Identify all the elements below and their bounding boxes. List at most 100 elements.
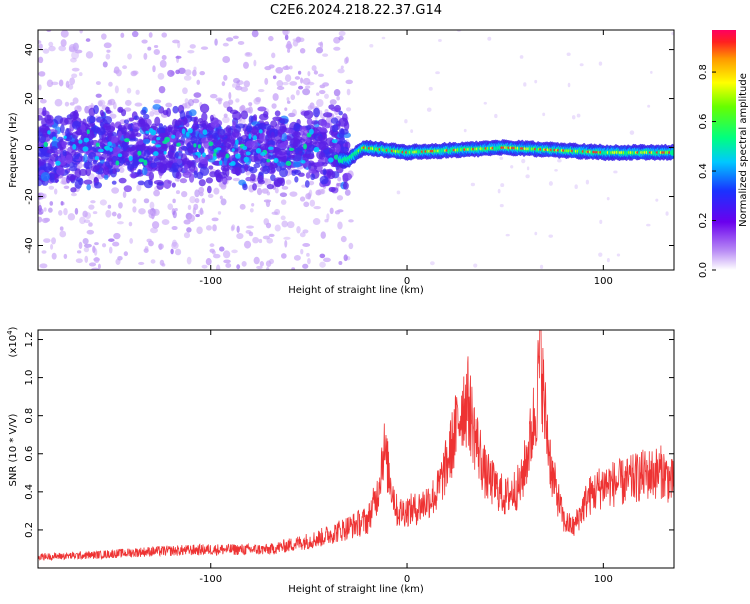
heatmap-cell <box>150 227 158 233</box>
heatmap-cell <box>225 263 231 268</box>
heatmap-cell <box>429 87 433 91</box>
heatmap-cell <box>66 81 70 88</box>
heatmap-cell <box>144 248 149 253</box>
heatmap-cell <box>43 238 51 243</box>
heatmap-cell <box>285 74 291 82</box>
heatmap-cell <box>500 183 504 187</box>
heatmap-cell <box>345 57 349 64</box>
snr-panel: -100 0 100 0.20.40.60.81.01.2 Height of st… <box>6 297 674 595</box>
heatmap-cell <box>154 117 160 127</box>
heatmap-cell <box>185 98 189 104</box>
heatmap-cell <box>330 208 334 215</box>
snr-scale-close: ) <box>8 326 19 330</box>
heatmap-cell <box>96 127 105 135</box>
colorbar-tick-label: 0.8 <box>698 64 709 80</box>
heatmap-cell <box>193 143 196 147</box>
heatmap-cell <box>61 201 64 206</box>
heatmap-cell <box>159 86 166 93</box>
heatmap-cell <box>335 210 340 214</box>
heatmap-cell <box>43 163 52 173</box>
heatmap-cell <box>107 141 112 146</box>
heatmap-cell <box>345 80 352 85</box>
colorbar-tick-label: 0.4 <box>698 163 709 179</box>
heatmap-cell <box>132 31 139 37</box>
heatmap-cell <box>145 131 149 134</box>
heatmap-cell <box>309 102 314 109</box>
heatmap-cell <box>246 140 255 148</box>
heatmap-cell <box>144 198 149 203</box>
spectrogram-xlabel: Height of straight line (km) <box>288 285 424 296</box>
heatmap-cell <box>164 151 167 155</box>
snr-frame <box>38 330 674 568</box>
heatmap-cell <box>270 132 274 140</box>
heatmap-cell <box>534 80 537 83</box>
heatmap-cell <box>233 178 240 181</box>
heatmap-cell <box>312 65 317 71</box>
heatmap-cell <box>210 94 218 98</box>
heatmap-cell <box>195 214 200 217</box>
heatmap-cell <box>72 144 76 150</box>
heatmap-cell <box>138 158 144 162</box>
heatmap-cell <box>172 226 178 230</box>
heatmap-cell <box>330 99 337 105</box>
heatmap-cell <box>40 99 47 104</box>
heatmap-cell <box>193 67 196 71</box>
heatmap-cell <box>295 139 300 144</box>
heatmap-cell <box>630 130 635 134</box>
heatmap-cell <box>250 156 257 163</box>
heatmap-cell <box>521 159 525 163</box>
heatmap-cell <box>61 30 69 38</box>
heatmap-cell <box>506 234 510 237</box>
heatmap-cell <box>554 169 558 172</box>
heatmap-cell <box>329 187 336 192</box>
snr-xlabel: Height of straight line (km) <box>288 584 424 595</box>
heatmap-cell <box>84 179 93 184</box>
snr-ylabel: SNR (10 * V/V) <box>8 413 19 486</box>
heatmap-cell <box>557 159 562 162</box>
heatmap-cell <box>38 205 42 212</box>
heatmap-cell <box>74 138 78 144</box>
heatmap-cell <box>314 147 320 152</box>
heatmap-cell <box>240 87 248 92</box>
heatmap-cell <box>120 33 124 38</box>
heatmap-cell <box>102 243 106 247</box>
snr-ytick-label: 0.8 <box>24 408 35 424</box>
spectrogram-ytick-label: -40 <box>24 237 35 253</box>
heatmap-cell <box>241 110 248 119</box>
heatmap-cell <box>259 239 262 243</box>
heatmap-cell <box>171 242 178 249</box>
heatmap-cell <box>208 194 214 198</box>
heatmap-cell <box>196 80 200 85</box>
heatmap-cell <box>184 164 188 172</box>
heatmap-cell <box>289 81 297 86</box>
heatmap-cell <box>154 180 164 185</box>
heatmap-cell <box>196 227 202 235</box>
heatmap-cell <box>598 252 602 256</box>
heatmap-cell <box>334 89 341 96</box>
heatmap-cell <box>62 150 66 156</box>
heatmap-cell <box>263 218 269 225</box>
heatmap-cell <box>246 226 254 229</box>
heatmap-cell <box>227 134 231 142</box>
colorbar-tick-label: 0.6 <box>698 114 709 130</box>
heatmap-cell <box>228 92 231 100</box>
heatmap-cell <box>225 153 229 158</box>
heatmap-cell <box>286 97 289 101</box>
heatmap-cell <box>72 68 80 72</box>
heatmap-cell <box>142 167 147 175</box>
heatmap-cell <box>647 105 650 108</box>
heatmap-cell <box>182 87 188 94</box>
heatmap-cell <box>175 120 182 127</box>
heatmap-cell <box>281 216 286 221</box>
heatmap-cell <box>438 39 442 42</box>
heatmap-cell <box>113 102 117 109</box>
heatmap-cell <box>275 67 283 74</box>
heatmap-cell <box>189 173 194 182</box>
heatmap-cell <box>144 150 150 158</box>
heatmap-cell <box>349 243 354 249</box>
heatmap-cell <box>170 249 173 255</box>
heatmap-cell <box>207 186 212 194</box>
heatmap-cell <box>156 137 160 140</box>
heatmap-cell <box>188 205 191 210</box>
heatmap-cell <box>284 107 287 111</box>
